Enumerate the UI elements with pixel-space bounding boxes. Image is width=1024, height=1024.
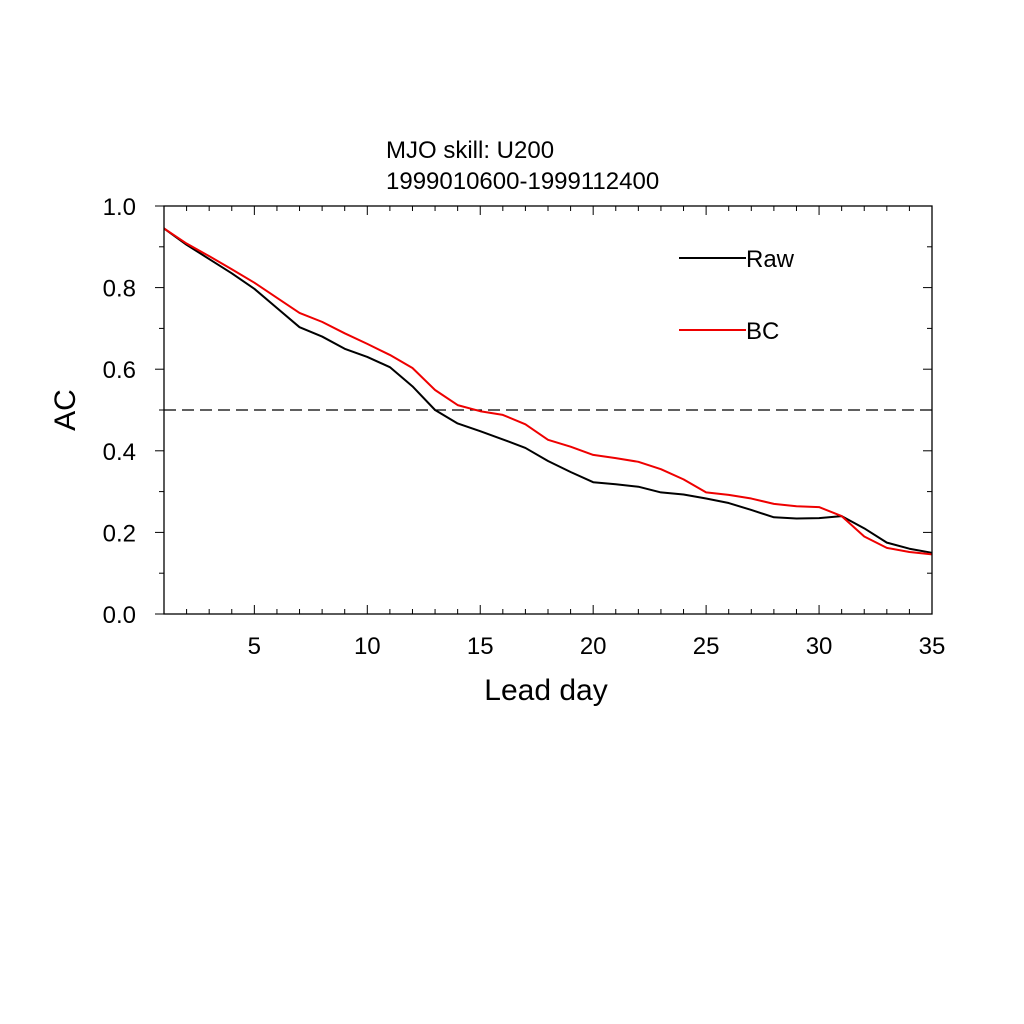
y-tick-label: 0.6 <box>103 357 136 384</box>
y-tick-label: 0.8 <box>103 276 136 303</box>
x-tick-label: 10 <box>354 633 381 660</box>
y-axis-label: AC <box>49 389 82 431</box>
chart-subtitle: 1999010600-1999112400 <box>386 168 659 195</box>
plot-frame <box>163 205 933 615</box>
y-tick-labels: 0.0 0.2 0.4 0.6 0.8 1.0 <box>103 194 136 629</box>
y-tick-label: 0.0 <box>103 602 136 629</box>
x-tick-label: 20 <box>580 633 607 660</box>
series-line-bc <box>163 227 933 556</box>
chart-title: MJO skill: U200 <box>386 137 554 164</box>
x-tick-label: 15 <box>467 633 494 660</box>
axis-ticks <box>155 205 933 615</box>
legend-label-raw: Raw <box>746 246 795 273</box>
x-tick-label: 35 <box>919 633 946 660</box>
series-line-raw <box>163 227 933 554</box>
series-layer <box>163 227 933 556</box>
x-tick-label: 30 <box>806 633 833 660</box>
legend: Raw BC <box>679 246 795 345</box>
legend-label-bc: BC <box>746 318 779 345</box>
x-tick-labels: 5 10 15 20 25 30 35 <box>248 633 946 660</box>
y-tick-label: 1.0 <box>103 194 136 221</box>
x-tick-label: 5 <box>248 633 261 660</box>
y-tick-label: 0.2 <box>103 520 136 547</box>
x-axis-label: Lead day <box>484 674 607 707</box>
x-tick-label: 25 <box>693 633 720 660</box>
y-tick-label: 0.4 <box>103 439 136 466</box>
